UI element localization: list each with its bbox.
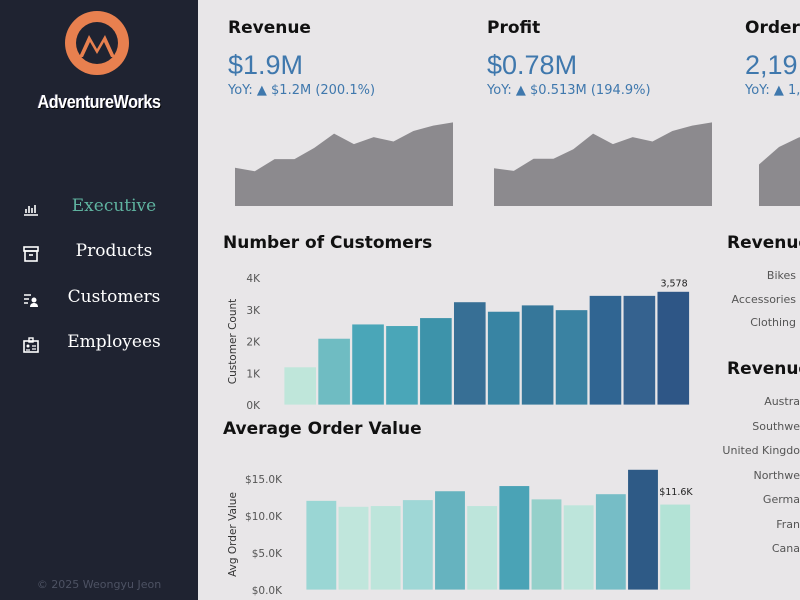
bar[interactable] <box>521 304 555 406</box>
region-label: Southwe <box>752 419 800 433</box>
region-label: Northwe <box>753 468 800 482</box>
adventureworks-logo <box>65 11 129 75</box>
y-axis-title: Avg Order Value <box>227 492 239 577</box>
bar[interactable] <box>622 295 656 406</box>
data-label: $11.6K <box>659 487 693 498</box>
bar[interactable] <box>305 500 338 591</box>
category-label: Clothing <box>750 316 796 329</box>
revenue-sparkline <box>235 122 453 206</box>
nav-employees[interactable]: Employees <box>0 329 198 359</box>
bar-chart-icon <box>24 205 38 216</box>
region-label: Austra <box>764 395 800 408</box>
y-tick-label: 4K <box>246 273 261 285</box>
nav-label: Products <box>75 241 153 261</box>
nav-label: Executive <box>71 196 157 216</box>
bar[interactable] <box>402 499 434 591</box>
bar[interactable] <box>453 301 487 406</box>
section-title: Number of Customers <box>223 233 433 253</box>
kpi-value: $1.9M <box>228 50 304 80</box>
y-tick-label: 1K <box>246 368 261 380</box>
y-tick-label: $5.0K <box>252 548 283 560</box>
orders-sparkline <box>759 137 800 206</box>
category-label: Bikes <box>766 269 796 282</box>
kpi-yoy: YoY: ▲ $1.2M (200.1%) <box>228 83 376 98</box>
archive-box-icon <box>23 246 39 262</box>
y-axis-title: Customer Count <box>227 299 239 385</box>
brand-name: AdventureWorks <box>37 92 161 112</box>
bar[interactable] <box>595 493 627 591</box>
y-tick-label: $15.0K <box>245 474 283 486</box>
bar[interactable] <box>466 505 498 591</box>
y-tick-label: 3K <box>246 305 261 317</box>
region-label: Fran <box>776 517 800 531</box>
region-label: Germa <box>762 493 800 506</box>
bar[interactable] <box>351 323 385 406</box>
nav-products[interactable]: Products <box>0 238 198 268</box>
kpi-orders: Orders 2,19 YoY: ▲ 1, <box>745 18 800 218</box>
kpi-value: 2,19 <box>745 50 798 80</box>
region-label: Cana <box>771 542 800 555</box>
kpi-revenue: Revenue $1.9M YoY: ▲ $1.2M (200.1%) <box>228 18 468 206</box>
sidebar: AdventureWorks Executive Products Custom… <box>0 0 198 600</box>
kpi-yoy: YoY: ▲ 1, <box>745 83 800 98</box>
bar[interactable] <box>283 366 317 406</box>
y-tick-label: $0.0K <box>252 585 283 597</box>
kpi-title: Orders <box>745 18 800 38</box>
copyright: © 2025 Weongyu Jeon <box>36 578 162 591</box>
kpi-title: Profit <box>487 18 541 38</box>
bar[interactable] <box>562 504 595 591</box>
sparkline-area <box>235 122 453 206</box>
bar[interactable] <box>487 310 521 406</box>
bar[interactable] <box>530 498 563 591</box>
bar[interactable] <box>588 295 623 406</box>
nav-label: Employees <box>67 332 161 352</box>
sparkline-area <box>494 122 712 206</box>
bar[interactable] <box>337 505 370 591</box>
section-title: Average Order Value <box>223 419 422 439</box>
bar[interactable] <box>554 309 589 406</box>
category-label: Accessories <box>731 292 796 306</box>
nav-label: Customers <box>67 287 161 307</box>
bar[interactable] <box>369 505 402 591</box>
bar[interactable] <box>419 317 453 406</box>
region-label: United Kingdo <box>722 444 800 457</box>
y-tick-label: $10.0K <box>245 511 283 523</box>
y-tick-label: 0K <box>246 400 261 410</box>
customers-chart: 0K 1K 2K 3K 4K Customer Count 3,578 <box>227 273 690 410</box>
bar[interactable] <box>434 490 466 591</box>
profit-sparkline <box>494 122 712 206</box>
bar[interactable] <box>498 485 531 591</box>
nav-executive[interactable]: Executive <box>0 193 198 223</box>
bar[interactable] <box>656 290 690 406</box>
data-label: 3,578 <box>660 278 687 289</box>
kpi-title: Revenue <box>228 18 311 38</box>
bar[interactable] <box>659 503 691 591</box>
y-tick-label: 2K <box>246 337 261 349</box>
bar[interactable] <box>317 337 351 406</box>
section-title: Revenue <box>727 359 800 379</box>
kpi-profit: Profit $0.78M YoY: ▲ $0.513M (194.9%) <box>487 18 727 206</box>
section-title: Revenue <box>727 233 800 253</box>
kpi-value: $0.78M <box>487 50 578 80</box>
bar[interactable] <box>627 468 659 591</box>
nav-customers[interactable]: Customers <box>0 284 198 314</box>
kpi-yoy: YoY: ▲ $0.513M (194.9%) <box>487 83 651 98</box>
sparkline-area <box>759 137 800 206</box>
aov-chart: $0.0K $5.0K $10.0K $15.0K Avg Order Value $11… <box>227 468 693 597</box>
customer-list-icon <box>24 294 38 307</box>
id-badge-icon <box>23 337 39 353</box>
bar[interactable] <box>385 325 419 406</box>
